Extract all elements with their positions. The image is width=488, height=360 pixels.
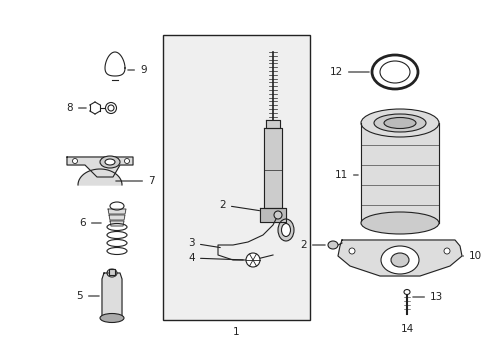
- Ellipse shape: [278, 219, 293, 241]
- Ellipse shape: [124, 158, 129, 163]
- Polygon shape: [265, 120, 280, 128]
- Ellipse shape: [360, 212, 438, 234]
- Polygon shape: [260, 208, 285, 222]
- Ellipse shape: [373, 114, 425, 132]
- Ellipse shape: [273, 211, 282, 219]
- Ellipse shape: [105, 159, 115, 165]
- Polygon shape: [337, 240, 461, 276]
- Polygon shape: [109, 269, 115, 275]
- Ellipse shape: [403, 289, 409, 294]
- Ellipse shape: [390, 253, 408, 267]
- Polygon shape: [109, 215, 125, 220]
- Ellipse shape: [348, 248, 354, 254]
- Text: 6: 6: [79, 218, 101, 228]
- Text: 14: 14: [400, 324, 413, 334]
- Ellipse shape: [245, 253, 260, 267]
- Ellipse shape: [379, 61, 409, 83]
- Polygon shape: [110, 221, 124, 226]
- Ellipse shape: [72, 158, 77, 163]
- Text: 3: 3: [188, 238, 220, 248]
- Ellipse shape: [107, 269, 117, 277]
- Ellipse shape: [443, 248, 449, 254]
- Text: 11: 11: [334, 170, 358, 180]
- Bar: [163, 35, 309, 320]
- Text: 4: 4: [188, 253, 243, 263]
- Ellipse shape: [327, 241, 337, 249]
- Polygon shape: [264, 128, 282, 208]
- Ellipse shape: [383, 117, 415, 129]
- Ellipse shape: [100, 156, 120, 168]
- Text: 12: 12: [329, 67, 368, 77]
- Text: 8: 8: [66, 103, 86, 113]
- Text: 7: 7: [116, 176, 154, 186]
- Text: 13: 13: [412, 292, 442, 302]
- Ellipse shape: [281, 224, 290, 237]
- Ellipse shape: [110, 202, 124, 210]
- Text: 10: 10: [461, 251, 481, 261]
- Polygon shape: [102, 273, 122, 318]
- Polygon shape: [360, 123, 438, 223]
- Ellipse shape: [100, 314, 124, 323]
- Text: 2: 2: [300, 240, 325, 250]
- Text: 9: 9: [127, 65, 146, 75]
- Ellipse shape: [380, 246, 418, 274]
- Text: 2: 2: [219, 200, 272, 212]
- Polygon shape: [105, 52, 125, 76]
- Ellipse shape: [371, 55, 417, 89]
- Polygon shape: [108, 209, 126, 214]
- Text: 1: 1: [233, 327, 239, 337]
- Polygon shape: [67, 157, 133, 177]
- Ellipse shape: [108, 105, 114, 111]
- Ellipse shape: [105, 103, 116, 113]
- Ellipse shape: [360, 109, 438, 137]
- Text: 5: 5: [76, 291, 99, 301]
- Polygon shape: [78, 169, 122, 185]
